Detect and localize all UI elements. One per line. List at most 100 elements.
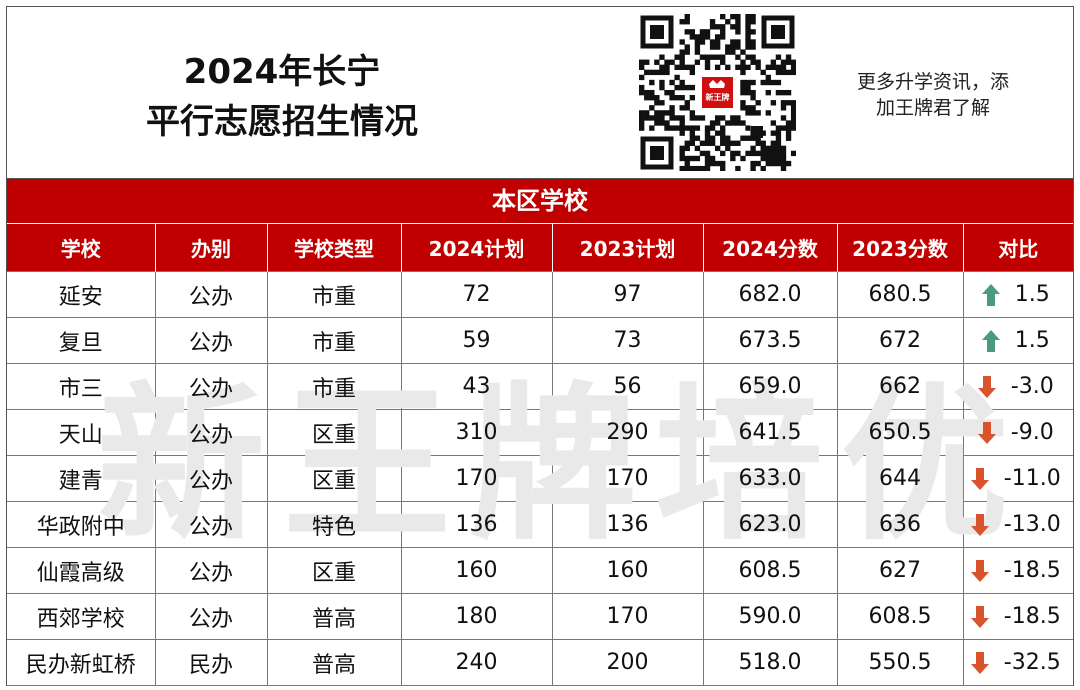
type-cell: 公办 (154, 409, 268, 456)
plan-2023-cell: 170 (551, 455, 704, 502)
table-row: 民办新虹桥 民办 普高 240 200 518.0 550.5 -32.5 (7, 639, 1073, 686)
promo-line-1: 更多升学资讯，添 (856, 71, 1009, 93)
score-2024-cell: 673.5 (702, 317, 838, 364)
diff-value: -32.5 (1003, 650, 1061, 675)
arrow-down-icon (970, 605, 989, 628)
title-line-1: 2024年长宁 (183, 52, 381, 92)
table-row: 天山 公办 区重 310 290 641.5 650.5 -9.0 (7, 409, 1073, 456)
plan-2023-cell: 160 (551, 547, 704, 594)
arrow-down-icon (977, 375, 996, 398)
compare-cell: -18.5 (962, 593, 1073, 640)
score-2024-cell: 633.0 (702, 455, 838, 502)
category-cell: 区重 (266, 455, 402, 502)
diff-value: 1.5 (1014, 328, 1050, 353)
arrow-up-icon (981, 283, 1000, 306)
type-cell: 公办 (154, 455, 268, 502)
plan-2024-cell: 43 (400, 363, 553, 410)
header: 2024年长宁 平行志愿招生情况 新王牌 更多升学资讯，添 (7, 7, 1073, 179)
compare-cell: -32.5 (962, 639, 1073, 686)
arrow-down-icon (970, 467, 989, 490)
promo-line-2: 加王牌君了解 (875, 97, 990, 119)
arrow-up-icon (981, 329, 1000, 352)
table-row: 市三 公办 市重 43 56 659.0 662 -3.0 (7, 363, 1073, 410)
plan-2024-cell: 170 (400, 455, 553, 502)
plan-2024-cell: 72 (400, 271, 553, 318)
table-header-row: 学校 办别 学校类型 2024计划 2023计划 2024分数 2023分数 对… (7, 223, 1073, 272)
plan-2023-cell: 200 (551, 639, 704, 686)
score-2024-cell: 623.0 (702, 501, 838, 548)
score-2023-cell: 550.5 (836, 639, 964, 686)
category-cell: 市重 (266, 363, 402, 410)
score-2023-cell: 608.5 (836, 593, 964, 640)
page-frame: 2024年长宁 平行志愿招生情况 新王牌 更多升学资讯，添 (6, 6, 1074, 686)
plan-2024-cell: 180 (400, 593, 553, 640)
compare-cell: -9.0 (962, 409, 1073, 456)
compare-cell: -11.0 (962, 455, 1073, 502)
column-header-plan-2024: 2024计划 (400, 223, 552, 272)
table-row: 西郊学校 公办 普高 180 170 590.0 608.5 -18.5 (7, 593, 1073, 640)
diff-value: -18.5 (1003, 604, 1061, 629)
diff-value: -3.0 (1010, 374, 1054, 399)
type-cell: 民办 (154, 639, 268, 686)
column-header-score-2024: 2024分数 (702, 223, 837, 272)
arrow-down-icon (977, 421, 996, 444)
type-cell: 公办 (154, 363, 268, 410)
plan-2023-cell: 73 (551, 317, 704, 364)
score-2024-cell: 659.0 (702, 363, 838, 410)
score-2024-cell: 641.5 (702, 409, 838, 456)
diff-value: -13.0 (1003, 512, 1061, 537)
column-header-compare: 对比 (962, 223, 1073, 272)
school-cell: 建青 (7, 455, 156, 502)
type-cell: 公办 (154, 547, 268, 594)
plan-2023-cell: 170 (551, 593, 704, 640)
score-2024-cell: 518.0 (702, 639, 838, 686)
plan-2023-cell: 56 (551, 363, 704, 410)
column-header-plan-2023: 2023计划 (551, 223, 703, 272)
column-header-type: 办别 (154, 223, 267, 272)
diff-value: -18.5 (1003, 558, 1061, 583)
plan-2023-cell: 136 (551, 501, 704, 548)
score-2023-cell: 680.5 (836, 271, 964, 318)
title-line-2: 平行志愿招生情况 (146, 102, 418, 142)
category-cell: 普高 (266, 639, 402, 686)
plan-2024-cell: 59 (400, 317, 553, 364)
plan-2023-cell: 290 (551, 409, 704, 456)
compare-cell: 1.5 (962, 271, 1073, 318)
table-row: 建青 公办 区重 170 170 633.0 644 -11.0 (7, 455, 1073, 502)
section-title: 本区学校 (7, 179, 1073, 223)
plan-2024-cell: 160 (400, 547, 553, 594)
category-cell: 区重 (266, 547, 402, 594)
qr-code[interactable]: 新王牌 (639, 14, 796, 171)
score-2023-cell: 627 (836, 547, 964, 594)
school-cell: 复旦 (7, 317, 156, 364)
diff-value: -9.0 (1010, 420, 1054, 445)
category-cell: 特色 (266, 501, 402, 548)
school-cell: 仙霞高级 (7, 547, 156, 594)
school-cell: 延安 (7, 271, 156, 318)
category-cell: 市重 (266, 317, 402, 364)
score-2024-cell: 590.0 (702, 593, 838, 640)
plan-2024-cell: 240 (400, 639, 553, 686)
column-header-category: 学校类型 (266, 223, 401, 272)
diff-value: 1.5 (1014, 282, 1050, 307)
school-cell: 天山 (7, 409, 156, 456)
qr-logo-text: 新王牌 (706, 92, 730, 102)
category-cell: 区重 (266, 409, 402, 456)
score-2023-cell: 650.5 (836, 409, 964, 456)
score-2023-cell: 636 (836, 501, 964, 548)
column-header-score-2023: 2023分数 (836, 223, 963, 272)
table-row: 复旦 公办 市重 59 73 673.5 672 1.5 (7, 317, 1073, 364)
score-2024-cell: 608.5 (702, 547, 838, 594)
type-cell: 公办 (154, 501, 268, 548)
promo-text: 更多升学资讯，添 加王牌君了解 (833, 69, 1033, 121)
score-2024-cell: 682.0 (702, 271, 838, 318)
admission-table: 学校 办别 学校类型 2024计划 2023计划 2024分数 2023分数 对… (7, 223, 1073, 686)
school-cell: 华政附中 (7, 501, 156, 548)
plan-2024-cell: 310 (400, 409, 553, 456)
type-cell: 公办 (154, 317, 268, 364)
compare-cell: -18.5 (962, 547, 1073, 594)
category-cell: 普高 (266, 593, 402, 640)
arrow-down-icon (970, 651, 989, 674)
type-cell: 公办 (154, 593, 268, 640)
arrow-down-icon (970, 513, 989, 536)
